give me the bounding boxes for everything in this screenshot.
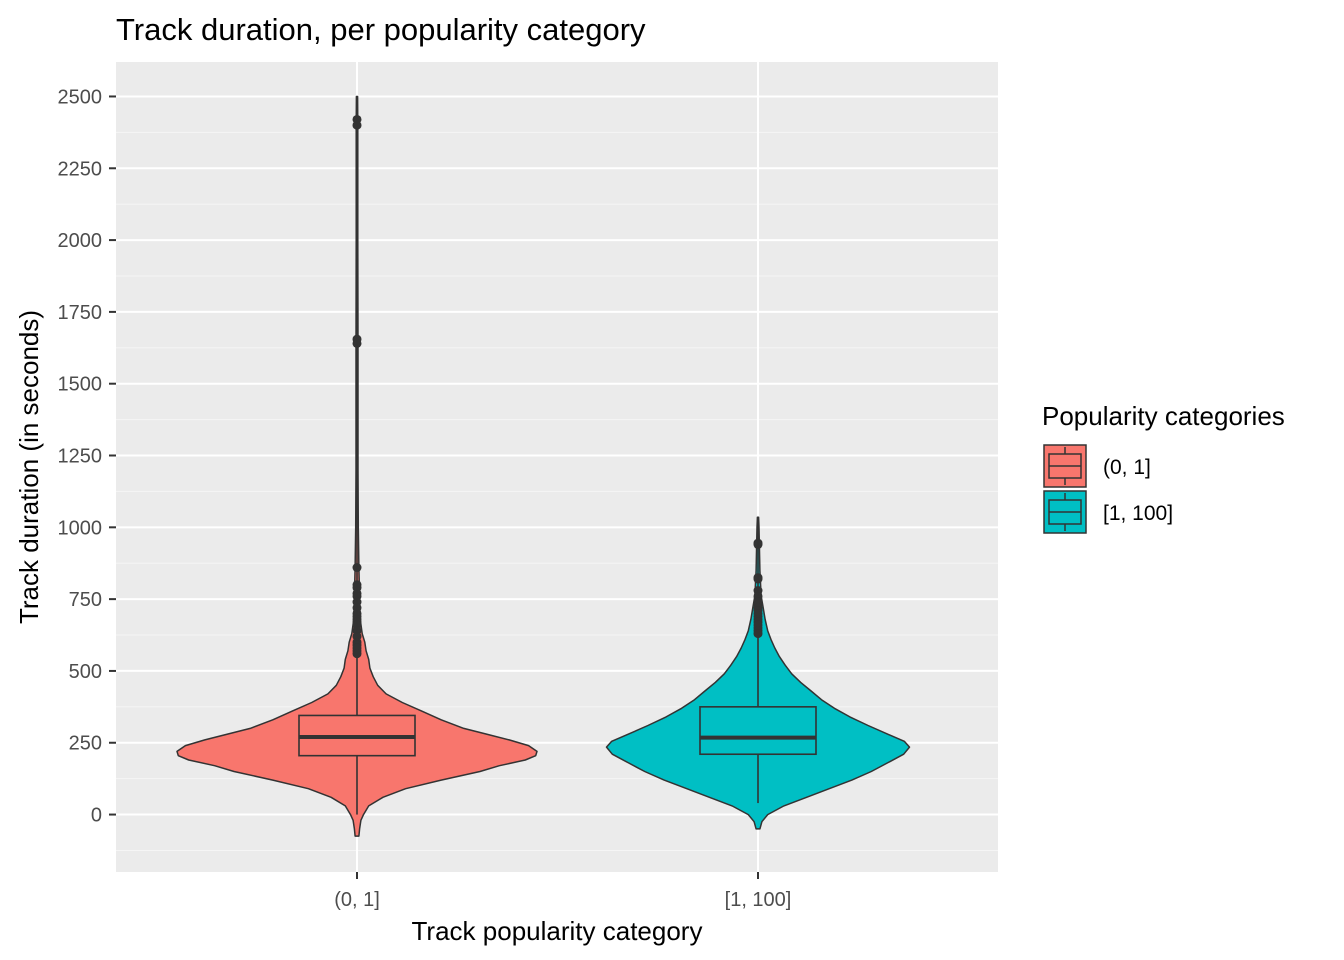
- y-tick-label: 500: [69, 661, 102, 683]
- legend-label: (0, 1]: [1103, 456, 1151, 479]
- y-tick-label: 2500: [58, 86, 103, 108]
- boxplots: [298, 96, 817, 815]
- outlier-point: [753, 629, 763, 639]
- y-tick-label: 1500: [58, 374, 103, 396]
- x-tick-label: [1, 100]: [725, 889, 792, 911]
- outlier-point: [352, 649, 362, 659]
- y-tick-label: 1750: [58, 302, 103, 324]
- y-tick-label: 250: [69, 733, 102, 755]
- x-axis-title: Track popularity category: [412, 916, 703, 946]
- legend-items: (0, 1] [1, 100]: [1043, 444, 1173, 534]
- y-tick-label: 1250: [58, 446, 103, 468]
- y-tick-label: 2000: [58, 230, 103, 252]
- y-tick-label: 1000: [58, 517, 103, 539]
- legend: Popularity categories (0, 1] [1, 100]: [1042, 401, 1285, 534]
- legend-label: [1, 100]: [1103, 502, 1173, 525]
- y-tick-label: 0: [91, 805, 102, 827]
- y-axis-title: Track duration (in seconds): [14, 310, 44, 624]
- legend-title: Popularity categories: [1042, 401, 1285, 431]
- y-tick-label: 2250: [58, 158, 103, 180]
- x-tick-label: (0, 1]: [334, 889, 380, 911]
- grid-minor: [116, 131, 998, 851]
- y-axis: 0 250 500 750 1000 1250 1500 1750 2000 2250 2500: [58, 86, 116, 827]
- chart-title: Track duration, per popularity category: [116, 12, 646, 47]
- box-iqr: [699, 706, 817, 756]
- grid-major: [116, 62, 998, 872]
- y-tick-label: 750: [69, 589, 102, 611]
- x-axis: (0, 1] [1, 100]: [334, 872, 791, 911]
